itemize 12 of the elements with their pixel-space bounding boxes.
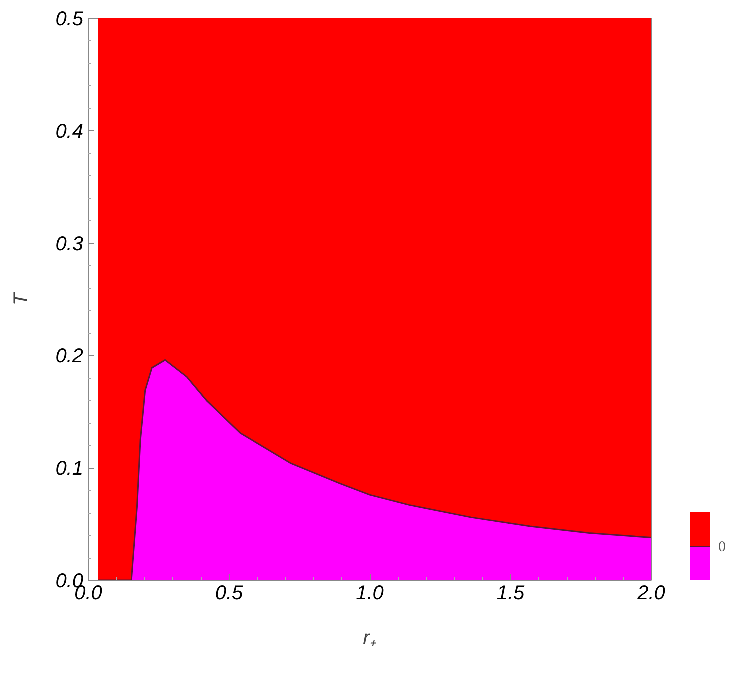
- y-tick-label: 0.3: [56, 233, 84, 256]
- x-axis-title: r₊: [363, 628, 377, 650]
- y-tick-label: 0.5: [56, 8, 84, 30]
- x-tick-label: 2.0: [636, 582, 666, 604]
- y-axis-title: T: [10, 292, 33, 306]
- y-tick-label: 0.4: [56, 120, 84, 143]
- x-tick-label: 1.0: [356, 582, 384, 604]
- x-tick-label: 1.5: [496, 582, 526, 604]
- text: 0: [718, 540, 726, 556]
- x-tick-label: 0.5: [215, 582, 244, 604]
- y-tick-label: 0.2: [56, 346, 84, 368]
- y-tick-label: 0.1: [56, 458, 84, 480]
